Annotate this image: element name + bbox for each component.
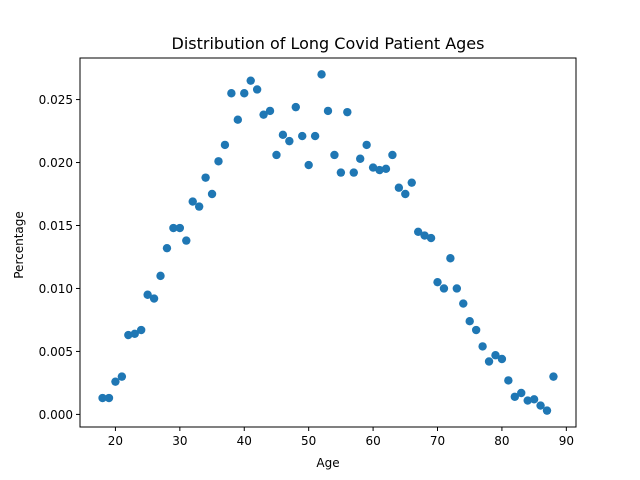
data-point — [111, 377, 120, 386]
data-point — [220, 140, 230, 150]
data-point — [529, 395, 539, 404]
x-axis-ticks: 20 30 40 50 60 70 80 90 — [108, 427, 574, 448]
data-point — [323, 106, 333, 116]
data-point — [310, 131, 320, 141]
data-point — [368, 163, 378, 172]
data-point — [471, 325, 481, 335]
data-point — [246, 76, 255, 85]
data-point — [439, 284, 449, 293]
x-tick-label: 30 — [172, 434, 187, 448]
data-point — [233, 115, 243, 124]
data-point — [98, 393, 107, 403]
data-point — [136, 325, 146, 335]
data-point — [169, 223, 178, 233]
y-tick-label: 0.025 — [39, 93, 73, 107]
data-point — [452, 284, 462, 293]
data-point — [259, 110, 268, 119]
data-point — [478, 342, 487, 351]
y-tick-label: 0.020 — [39, 156, 73, 170]
data-point — [194, 202, 204, 211]
data-point — [426, 233, 436, 243]
data-point — [175, 223, 185, 233]
data-point — [536, 401, 545, 410]
data-point — [549, 372, 558, 381]
x-tick-label: 20 — [108, 434, 123, 448]
data-point — [207, 189, 217, 199]
data-point — [214, 157, 223, 166]
y-axis-label: Percentage — [12, 211, 26, 279]
x-tick-label: 80 — [494, 434, 509, 448]
data-point — [104, 393, 114, 403]
data-point — [291, 102, 300, 112]
data-point — [182, 236, 191, 245]
x-tick-label: 60 — [365, 434, 380, 448]
data-point — [149, 294, 159, 303]
data-point — [252, 85, 262, 94]
chart-title: Distribution of Long Covid Patient Ages — [172, 34, 485, 53]
data-point — [401, 189, 410, 199]
data-point — [484, 357, 494, 366]
data-point — [407, 178, 416, 187]
y-tick-label: 0.000 — [39, 408, 73, 422]
data-point — [343, 107, 352, 117]
data-point — [265, 106, 275, 116]
data-point — [240, 89, 249, 98]
data-point — [362, 140, 371, 150]
data-point — [227, 89, 236, 98]
data-point — [420, 231, 429, 240]
y-axis-ticks: 0.000 0.005 0.010 0.015 0.020 0.025 — [39, 93, 80, 422]
data-point — [510, 392, 520, 401]
y-tick-label: 0.010 — [39, 282, 73, 296]
data-point — [162, 243, 172, 253]
points-layer — [98, 70, 558, 415]
data-point — [278, 130, 288, 140]
data-point — [504, 376, 513, 385]
data-point — [394, 183, 404, 192]
data-point — [304, 160, 313, 170]
data-point — [201, 173, 210, 182]
data-point — [523, 396, 532, 405]
data-point — [188, 197, 197, 206]
y-tick-label: 0.005 — [39, 345, 73, 359]
data-point — [272, 150, 281, 160]
data-point — [349, 168, 358, 177]
x-tick-label: 40 — [237, 434, 252, 448]
data-point — [317, 70, 326, 79]
data-point — [375, 165, 384, 175]
data-point — [117, 372, 127, 381]
x-tick-label: 70 — [430, 434, 445, 448]
x-tick-label: 50 — [301, 434, 316, 448]
data-point — [388, 150, 397, 160]
x-axis-label: Age — [316, 456, 339, 470]
data-point — [336, 168, 346, 177]
data-point — [356, 154, 365, 163]
plot-frame — [79, 57, 577, 428]
data-point — [130, 329, 139, 339]
data-point — [517, 388, 526, 398]
data-point — [330, 150, 339, 160]
y-tick-label: 0.015 — [39, 219, 73, 233]
data-point — [459, 299, 468, 308]
data-point — [497, 354, 507, 364]
data-point — [413, 227, 423, 236]
data-point — [542, 406, 552, 415]
data-point — [156, 271, 165, 281]
data-point — [124, 330, 133, 340]
data-point — [143, 290, 152, 299]
data-point — [465, 317, 474, 326]
data-point — [285, 136, 294, 146]
data-point — [298, 131, 307, 141]
x-tick-label: 90 — [559, 434, 574, 448]
data-point — [491, 351, 500, 360]
data-point — [446, 254, 455, 263]
data-point — [433, 277, 442, 287]
data-point — [381, 164, 391, 174]
